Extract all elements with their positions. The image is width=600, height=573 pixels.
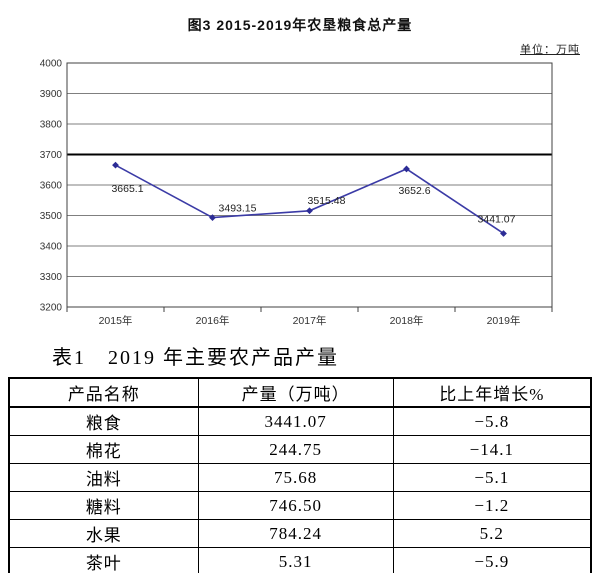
y-tick-label: 3300: [40, 272, 63, 283]
table-header-cell: 产品名称: [8, 377, 199, 408]
y-tick-label: 3500: [40, 211, 63, 222]
y-tick-label: 3200: [40, 303, 63, 314]
y-tick-label: 4000: [40, 59, 63, 70]
table-row: 产品名称 产量（万吨） 比上年增长%: [8, 377, 592, 408]
table-row: 粮食 3441.07 −5.8: [8, 406, 592, 436]
table-title: 表1 2019 年主要农产品产量: [52, 347, 339, 369]
data-point-marker: [403, 165, 410, 173]
table-header-cell: 产量（万吨）: [197, 377, 394, 408]
table-header-cell: 比上年增长%: [392, 377, 592, 408]
table-cell: 5.31: [197, 547, 394, 573]
line-chart: 3200 3300 3400 3500 3600 3700 3800 3900 4000 2015…: [40, 59, 553, 327]
data-point-label: 3493.15: [219, 203, 257, 215]
data-point-marker: [112, 161, 119, 169]
table-row: 茶叶 5.31 −5.9: [8, 547, 592, 573]
y-tick-label: 3600: [40, 181, 63, 192]
products-table: 产品名称 产量（万吨） 比上年增长% 粮食 3441.07 −5.8 棉花 244.75 −1…: [8, 377, 592, 573]
table-cell: −1.2: [392, 491, 592, 520]
table-cell: 75.68: [197, 463, 394, 492]
table-cell: 784.24: [197, 519, 394, 548]
unit-label: 单位：万吨: [520, 44, 580, 56]
table-cell: 糖料: [8, 491, 199, 520]
data-point-label: 3515.48: [308, 195, 346, 207]
table-cell: −5.1: [392, 463, 592, 492]
table-header-row: 产品名称 产量（万吨） 比上年增长%: [8, 377, 592, 408]
table-row: 油料 75.68 −5.1: [8, 463, 592, 492]
plot-border: [66, 62, 553, 308]
table-row: 糖料 746.50 −1.2: [8, 491, 592, 520]
y-tick-label: 3900: [40, 89, 63, 100]
x-tick-label: 2019年: [487, 314, 521, 327]
y-tick-label: 3700: [40, 150, 63, 161]
y-tick-label: 3800: [40, 120, 63, 131]
table-cell: 粮食: [8, 406, 199, 436]
table-cell: 棉花: [8, 435, 199, 464]
table-cell: 3441.07: [197, 406, 394, 436]
data-point-label: 3665.1: [111, 183, 143, 195]
table-cell: 茶叶: [8, 547, 199, 573]
table-row: 棉花 244.75 −14.1: [8, 435, 592, 464]
x-tick-label: 2017年: [293, 314, 327, 327]
x-tick-label: 2015年: [99, 314, 133, 327]
table-cell: 油料: [8, 463, 199, 492]
data-point-label: 3441.07: [478, 213, 516, 225]
data-point-label: 3652.6: [398, 185, 430, 197]
table-cell: −5.8: [392, 406, 592, 436]
table-cell: −14.1: [392, 435, 592, 464]
data-point-marker: [306, 207, 313, 215]
table-cell: 244.75: [197, 435, 394, 464]
table-row: 水果 784.24 5.2: [8, 519, 592, 548]
table-cell: 水果: [8, 519, 199, 548]
table-body: 粮食 3441.07 −5.8 棉花 244.75 −14.1 油料 75.68 −5.1 糖料 7…: [8, 406, 592, 573]
x-tick-label: 2018年: [390, 314, 424, 327]
y-tick-label: 3400: [40, 242, 63, 253]
data-point-marker: [209, 214, 216, 221]
table-cell: −5.9: [392, 547, 592, 573]
x-tick-label: 2016年: [196, 314, 230, 327]
data-point-marker: [500, 230, 507, 237]
table-cell: 746.50: [197, 491, 394, 520]
figure-title: 图3 2015-2019年农垦粮食总产量: [187, 17, 413, 33]
table-cell: 5.2: [392, 519, 592, 548]
